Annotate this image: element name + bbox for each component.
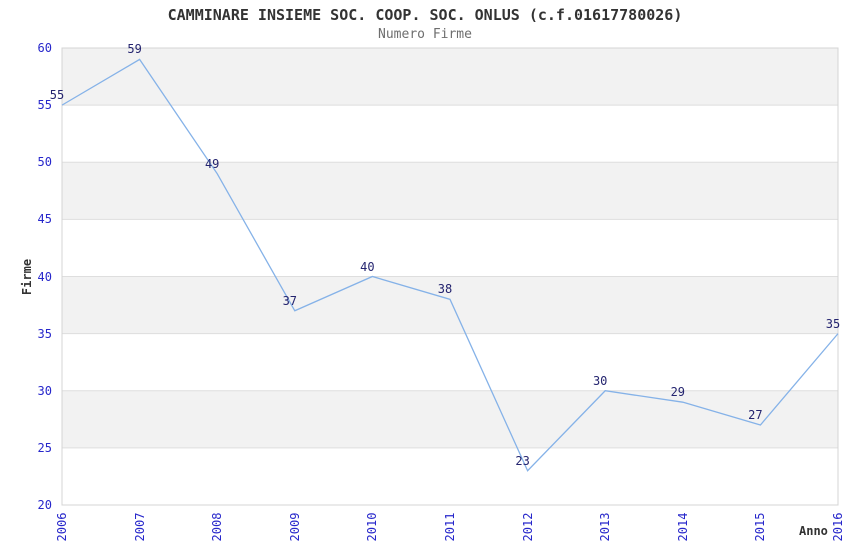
y-tick-label: 40 bbox=[37, 269, 52, 284]
chart-title: CAMMINARE INSIEME SOC. COOP. SOC. ONLUS … bbox=[167, 6, 683, 24]
y-tick-label: 30 bbox=[37, 383, 52, 398]
x-axis-label: Anno bbox=[799, 524, 828, 538]
x-tick-label: 2010 bbox=[365, 512, 380, 542]
x-tick-label: 2015 bbox=[753, 512, 768, 542]
x-tick-label: 2008 bbox=[210, 512, 225, 542]
x-tick-label: 2014 bbox=[675, 512, 690, 542]
y-tick-label: 35 bbox=[37, 326, 52, 341]
data-point-label: 37 bbox=[282, 293, 298, 308]
data-point-label: 30 bbox=[592, 373, 608, 388]
x-tick-label: 2012 bbox=[520, 512, 535, 542]
data-point-label: 27 bbox=[748, 408, 763, 423]
data-point-label: 40 bbox=[360, 259, 375, 274]
x-tick-label: 2006 bbox=[55, 512, 69, 542]
x-tick-label: 2016 bbox=[831, 512, 845, 542]
x-tick-label: 2013 bbox=[598, 512, 613, 542]
data-point-label: 55 bbox=[49, 88, 65, 103]
y-tick-label: 60 bbox=[37, 41, 52, 55]
data-point-label: 23 bbox=[515, 453, 530, 468]
data-point-label: 38 bbox=[437, 282, 453, 297]
y-tick-label: 20 bbox=[37, 498, 52, 512]
plot-border bbox=[61, 47, 839, 506]
y-tick-label: 45 bbox=[37, 212, 52, 227]
x-tick-label: 2007 bbox=[132, 512, 147, 542]
data-point-label: 59 bbox=[127, 42, 142, 57]
chart-subtitle: Numero Firme bbox=[378, 27, 472, 42]
data-point-label: 49 bbox=[204, 156, 220, 171]
y-tick-label: 55 bbox=[37, 98, 52, 113]
y-tick-label: 50 bbox=[37, 155, 52, 170]
data-point-label: 35 bbox=[825, 316, 841, 331]
plot-band bbox=[62, 276, 838, 334]
plot-band bbox=[62, 162, 838, 220]
y-tick-label: 25 bbox=[37, 440, 52, 455]
x-tick-label: 2011 bbox=[443, 512, 457, 542]
plot-band bbox=[62, 390, 838, 448]
plot-band bbox=[62, 48, 838, 106]
x-tick-label: 2009 bbox=[287, 512, 302, 542]
data-point-label: 29 bbox=[670, 385, 686, 400]
data-line bbox=[61, 58, 839, 472]
y-axis-label: Firme bbox=[20, 258, 34, 295]
